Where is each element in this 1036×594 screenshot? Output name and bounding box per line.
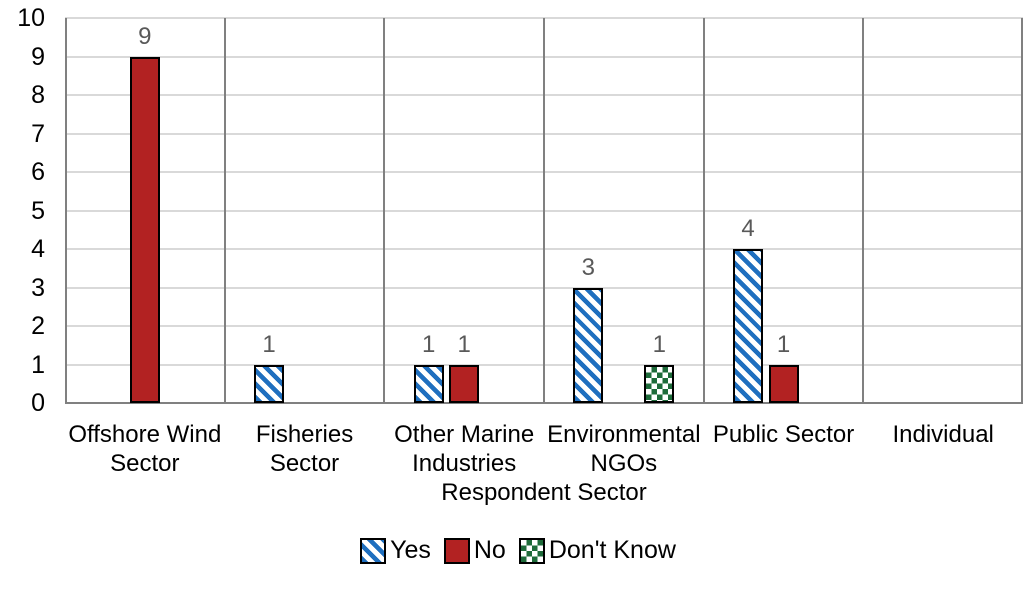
y-tick-label-8: 8: [31, 81, 45, 109]
data-label-yes-fisheries-sector: 1: [262, 330, 276, 358]
legend-swatch-yes: [360, 537, 387, 564]
data-label-no-other-marine-industries: 1: [457, 330, 471, 358]
legend-item-no: No: [443, 536, 506, 565]
legend-swatch-no: [443, 537, 470, 564]
y-tick-label-7: 7: [31, 119, 45, 148]
x-category-label-public-sector: Public Sector: [712, 421, 855, 448]
bar-no-offshore-wind-sector: [129, 56, 160, 403]
legend-label-yes: Yes: [390, 536, 431, 564]
data-label-yes-other-marine-industries: 1: [421, 330, 436, 358]
x-category-label-individual: Individual: [892, 421, 994, 448]
data-label-yes-public-sector: 4: [741, 215, 755, 242]
y-tick-label-4: 4: [31, 235, 45, 263]
bar-no-public-sector: [768, 364, 799, 403]
y-tick-label-2: 2: [31, 312, 45, 340]
legend-swatch-don-t-know: [518, 537, 545, 564]
data-label-yes-environmental-ngos: 3: [581, 253, 595, 281]
category-separator-line: [223, 18, 226, 403]
y-tick-label-6: 6: [31, 158, 45, 186]
legend-label-no: No: [473, 536, 506, 564]
y-tick-label-0: 0: [31, 389, 45, 417]
bar-yes-environmental-ngos: [573, 287, 604, 403]
category-separator-line: [543, 18, 545, 403]
x-category-label-fisheries-sector: Fisheries Sector: [255, 421, 354, 477]
y-tick-label-9: 9: [31, 42, 45, 71]
x-category-label-offshore-wind-sector: Offshore Wind Sector: [68, 421, 222, 477]
x-category-label-environmental-ngos: Environmental NGOs: [547, 421, 701, 477]
y-tick-label-5: 5: [31, 196, 45, 225]
data-label-don-t-know-environmental-ngos: 1: [652, 330, 666, 358]
y-tick-label-1: 1: [31, 350, 45, 379]
x-axis-title: Respondent Sector: [441, 479, 647, 506]
plot-border-right: [1021, 18, 1023, 403]
data-label-no-offshore-wind-sector: 9: [138, 22, 152, 50]
legend-item-yes: Yes: [360, 536, 431, 565]
y-tick-label-10: 10: [17, 4, 45, 32]
bar-don-t-know-environmental-ngos: [644, 364, 675, 403]
bar-yes-fisheries-sector: [254, 364, 284, 403]
x-axis-line: [65, 402, 1023, 404]
data-label-no-public-sector: 1: [776, 330, 791, 358]
plot-border-left: [65, 18, 67, 403]
y-axis: 0 1 2 3 4 5 6 7 8 9 10: [0, 4, 55, 417]
category-separator-line: [702, 18, 705, 403]
bar-no-other-marine-industries: [449, 364, 480, 403]
legend-label-don-t-know: Don't Know: [548, 536, 676, 564]
y-tick-label-3: 3: [31, 273, 45, 302]
category-separator-line: [383, 18, 386, 403]
x-category-label-other-marine-industries: Other Marine Industries: [394, 421, 535, 477]
legend: Yes No Don't Know: [0, 536, 1036, 565]
category-separator-line: [862, 18, 865, 403]
bar-yes-other-marine-industries: [413, 364, 444, 403]
bar-yes-public-sector: [733, 249, 763, 403]
x-axis-category-labels: Offshore Wind Sector Fisheries Sector Othe…: [65, 420, 1023, 478]
legend-item-don-t-know: Don't Know: [518, 536, 676, 565]
